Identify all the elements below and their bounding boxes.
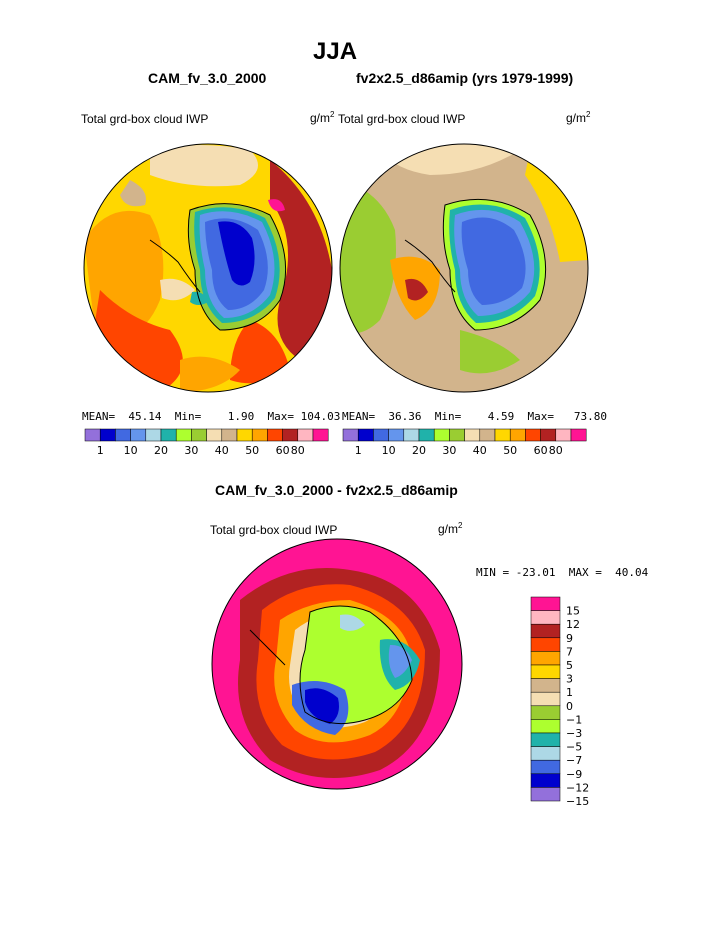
colorbar-tick-label: 3 <box>566 673 573 686</box>
colorbar-swatch <box>403 428 420 442</box>
colorbar-swatch <box>191 428 207 442</box>
colorbar-swatch <box>530 651 561 666</box>
colorbar-swatch <box>509 428 526 442</box>
colorbar-swatch <box>479 428 496 442</box>
colorbar-swatch <box>84 428 101 442</box>
colorbar-tick-label: −1 <box>566 713 582 726</box>
colorbar-tick-label: 60 <box>534 444 548 457</box>
right-case-title: fv2x2.5_d86amip (yrs 1979-1999) <box>356 70 574 86</box>
colorbar-swatch <box>530 746 561 761</box>
colorbar-tick-label: 15 <box>566 605 580 618</box>
difference-polar-map <box>212 539 462 789</box>
colorbar-tick-label: −9 <box>566 768 582 781</box>
colorbar-swatch <box>99 428 116 442</box>
colorbar-swatch <box>206 428 223 442</box>
difference-units-label: g/m2 <box>438 521 463 536</box>
right-colorbar: 1 10 20 30 40 50 60 80 <box>342 428 587 457</box>
colorbar-swatch <box>525 428 541 442</box>
colorbar-tick-label: 80 <box>549 444 563 457</box>
colorbar-swatch <box>373 428 389 442</box>
difference-case-title: CAM_fv_3.0_2000 - fv2x2.5_d86amip <box>215 482 458 498</box>
left-stats: MEAN= 45.14 Min= 1.90 Max= 104.03 <box>82 410 341 423</box>
colorbar-swatch <box>464 428 481 442</box>
colorbar-swatch <box>530 691 561 707</box>
colorbar-tick-label: 1 <box>97 444 104 457</box>
colorbar-swatch <box>494 428 511 442</box>
colorbar-tick-label: 5 <box>566 659 573 672</box>
colorbar-tick-label: 1 <box>355 444 362 457</box>
colorbar-swatch <box>418 428 435 442</box>
colorbar-swatch <box>267 428 283 442</box>
right-polar-map <box>340 144 588 392</box>
colorbar-swatch <box>530 596 561 611</box>
colorbar-swatch <box>530 678 561 693</box>
colorbar-swatch <box>282 428 299 442</box>
colorbar-tick-label: −7 <box>566 754 582 767</box>
colorbar-tick-label: 40 <box>473 444 487 457</box>
colorbar-swatch <box>433 428 450 442</box>
colorbar-swatch <box>145 428 162 442</box>
colorbar-swatch <box>357 428 374 442</box>
left-colorbar: 1 10 20 30 40 50 60 80 <box>84 428 329 457</box>
right-variable-label: Total grd-box cloud IWP <box>338 112 466 126</box>
colorbar-tick-label: 0 <box>566 700 573 713</box>
colorbar-swatch <box>175 428 192 442</box>
colorbar-tick-label: −3 <box>566 727 582 740</box>
colorbar-tick-label: 50 <box>503 444 517 457</box>
left-case-title: CAM_fv_3.0_2000 <box>148 70 267 86</box>
colorbar-swatch <box>530 637 561 652</box>
colorbar-swatch <box>530 759 561 775</box>
left-polar-map <box>84 144 332 392</box>
colorbar-tick-label: 50 <box>245 444 259 457</box>
colorbar-swatch <box>221 428 238 442</box>
colorbar-swatch <box>530 664 561 679</box>
colorbar-swatch <box>160 428 177 442</box>
colorbar-swatch <box>388 428 405 442</box>
colorbar-swatch <box>555 428 572 442</box>
colorbar-swatch <box>342 428 359 442</box>
left-variable-label: Total grd-box cloud IWP <box>81 112 209 126</box>
colorbar-swatch <box>312 428 329 442</box>
colorbar-tick-label: −5 <box>566 741 582 754</box>
colorbar-tick-label: −15 <box>566 795 589 808</box>
colorbar-swatch <box>530 732 561 747</box>
colorbar-tick-label: 10 <box>124 444 138 457</box>
difference-variable-label: Total grd-box cloud IWP <box>210 523 338 537</box>
colorbar-swatch <box>236 428 253 442</box>
colorbar-tick-label: 1 <box>566 686 573 699</box>
colorbar-swatch <box>115 428 131 442</box>
colorbar-tick-label: 9 <box>566 632 573 645</box>
difference-stats: MIN = -23.01 MAX = 40.04 <box>476 566 649 579</box>
colorbar-swatch <box>530 623 561 639</box>
colorbar-tick-label: 30 <box>184 444 198 457</box>
colorbar-tick-label: −12 <box>566 781 589 794</box>
colorbar-tick-label: 20 <box>412 444 426 457</box>
colorbar-tick-label: 60 <box>276 444 290 457</box>
colorbar-tick-label: 12 <box>566 618 580 631</box>
right-stats: MEAN= 36.36 Min= 4.59 Max= 73.80 <box>342 410 607 423</box>
colorbar-swatch <box>570 428 587 442</box>
colorbar-tick-label: 30 <box>442 444 456 457</box>
colorbar-tick-label: 80 <box>291 444 305 457</box>
colorbar-tick-label: 40 <box>215 444 229 457</box>
colorbar-swatch <box>251 428 268 442</box>
colorbar-swatch <box>530 719 561 734</box>
colorbar-swatch <box>530 787 561 802</box>
colorbar-tick-label: 20 <box>154 444 168 457</box>
page-title: JJA <box>313 38 358 65</box>
colorbar-swatch <box>530 705 561 720</box>
colorbar-tick-label: 7 <box>566 645 573 658</box>
colorbar-swatch <box>530 610 561 625</box>
colorbar-swatch <box>297 428 314 442</box>
colorbar-swatch <box>449 428 465 442</box>
right-units-label: g/m2 <box>566 110 591 125</box>
colorbar-tick-label: 10 <box>382 444 396 457</box>
colorbar-swatch <box>130 428 147 442</box>
left-units-label: g/m2 <box>310 110 335 125</box>
colorbar-swatch <box>530 773 561 788</box>
colorbar-swatch <box>540 428 557 442</box>
